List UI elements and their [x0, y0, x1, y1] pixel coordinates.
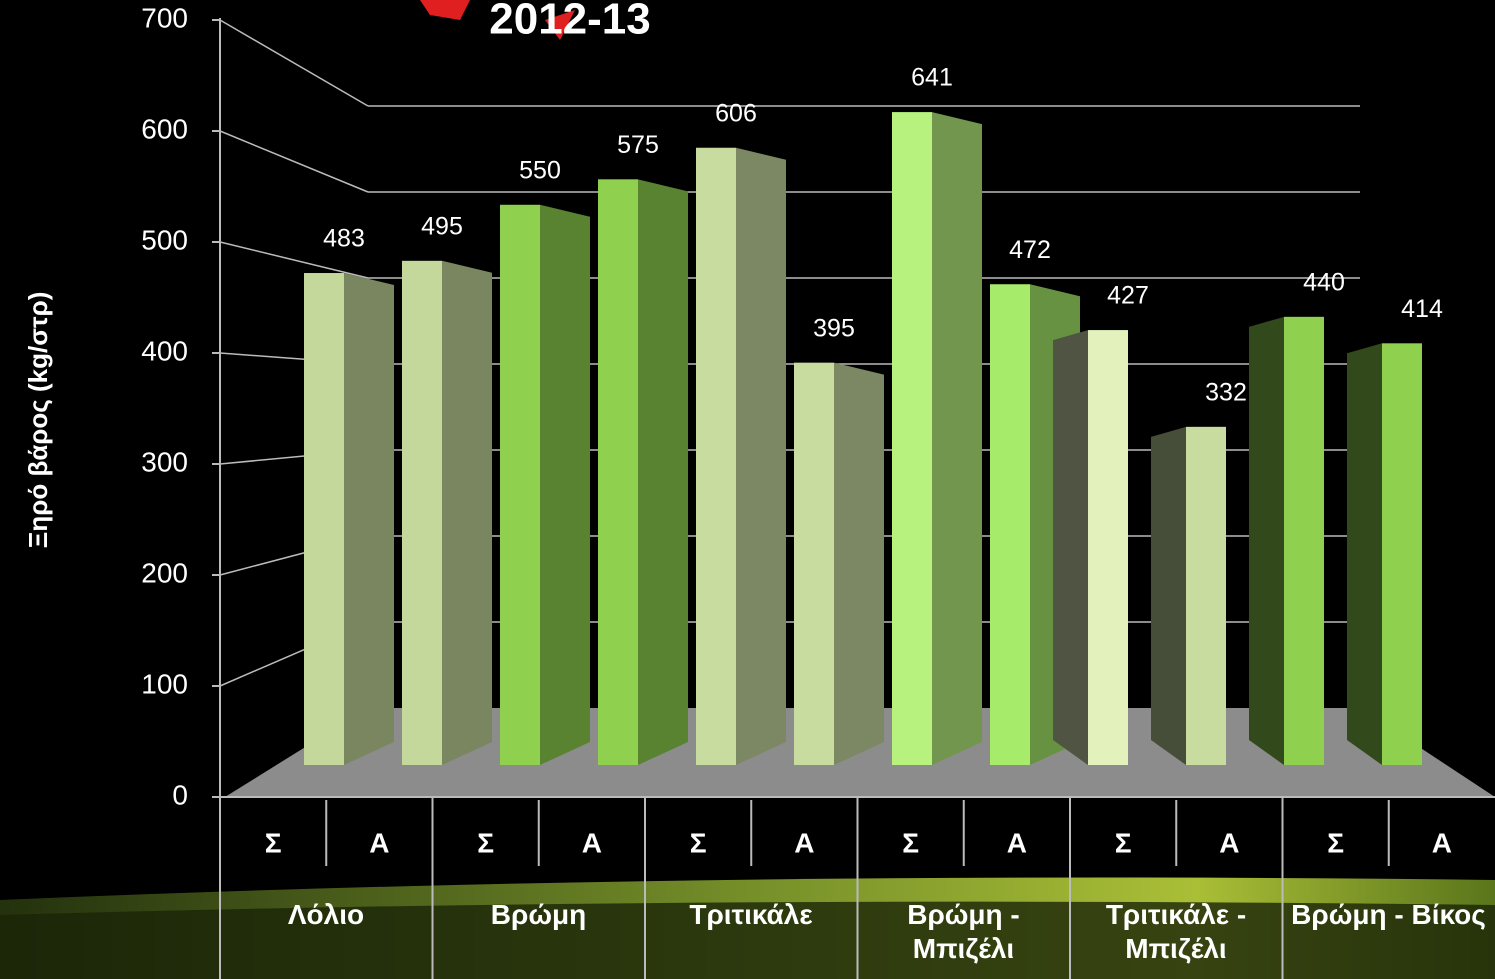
value-label: 472: [1009, 236, 1051, 264]
bar: [794, 362, 834, 765]
bar: [1382, 343, 1422, 765]
group-label: Βρώμη: [490, 899, 587, 930]
bar-side: [540, 204, 590, 766]
value-label: 606: [715, 99, 757, 127]
value-label: 550: [519, 156, 561, 184]
bar-side: [1053, 330, 1088, 765]
x-tick-label: Α: [794, 827, 814, 858]
bar-side: [344, 273, 394, 765]
x-tick-label: Σ: [690, 827, 707, 858]
bar: [1088, 330, 1128, 765]
bar: [1284, 316, 1324, 765]
decor-red: [420, 0, 470, 20]
x-tick-label: Α: [1219, 827, 1239, 858]
value-label: 332: [1205, 378, 1247, 406]
y-tick-label: 0: [172, 779, 188, 810]
bar-side: [932, 112, 982, 766]
x-tick-label: Σ: [902, 827, 919, 858]
x-tick-label: Σ: [1115, 827, 1132, 858]
y-tick-label: 700: [141, 2, 188, 33]
grid-line: [219, 241, 369, 279]
group-label: Βρώμη - Βίκος: [1291, 899, 1486, 930]
bar: [1186, 426, 1226, 765]
x-tick-label: Α: [1432, 827, 1452, 858]
value-label: 575: [617, 131, 659, 159]
bar-side: [834, 362, 884, 765]
y-tick-label: 100: [141, 668, 188, 699]
group-label: Βρώμη - Μπιζέλι: [907, 899, 1020, 964]
x-tick-label: Α: [369, 827, 389, 858]
x-tick-label: Α: [1007, 827, 1027, 858]
bar-side: [1151, 426, 1186, 765]
y-axis-label: Ξηρό βάρος (kg/στρ): [23, 292, 53, 549]
bar-side: [1249, 316, 1284, 765]
bar: [304, 273, 344, 765]
chart-title: 2012-13: [489, 0, 650, 44]
bar: [598, 179, 638, 766]
y-tick-label: 600: [141, 113, 188, 144]
value-label: 440: [1303, 268, 1345, 296]
grid-line: [219, 19, 369, 107]
bar-side: [1347, 343, 1382, 765]
y-tick-label: 400: [141, 335, 188, 366]
bar-side: [638, 179, 688, 766]
group-label: Τριτικάλε - Μπιζέλι: [1105, 899, 1247, 964]
bar: [892, 112, 932, 766]
bar-side: [442, 260, 492, 765]
y-tick-label: 200: [141, 557, 188, 588]
value-label: 483: [323, 225, 365, 253]
value-label: 495: [421, 212, 463, 240]
y-tick-label: 500: [141, 224, 188, 255]
bar: [696, 147, 736, 765]
bar: [990, 284, 1030, 765]
x-tick-label: Α: [582, 827, 602, 858]
bar: [500, 204, 540, 766]
background-swoosh-shadow: [0, 901, 1495, 979]
x-tick-label: Σ: [265, 827, 282, 858]
group-label: Λόλιο: [287, 899, 365, 930]
grid-line: [219, 130, 369, 193]
decor-red: [545, 10, 575, 40]
x-tick-label: Σ: [477, 827, 494, 858]
value-label: 641: [911, 64, 953, 92]
value-label: 427: [1107, 282, 1149, 310]
x-tick-label: Σ: [1327, 827, 1344, 858]
y-tick-label: 300: [141, 446, 188, 477]
bar: [402, 260, 442, 765]
value-label: 414: [1401, 295, 1443, 323]
bar-side: [736, 147, 786, 765]
value-label: 395: [813, 314, 855, 342]
group-label: Τριτικάλε: [689, 899, 813, 930]
